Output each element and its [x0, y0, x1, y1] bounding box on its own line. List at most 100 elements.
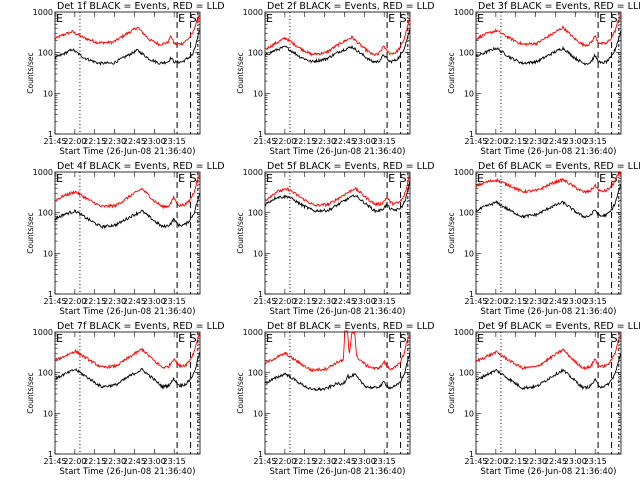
marker-E-left: E: [56, 332, 63, 345]
x-tick-label: 23:00: [143, 297, 166, 306]
x-tick-label: 23:00: [564, 297, 587, 306]
x-tick-label: 22:00: [484, 457, 507, 466]
y-tick-label: 1000: [243, 328, 263, 337]
y-axis-label: Counts/sec: [447, 372, 456, 413]
lld-series-line: [54, 332, 201, 370]
chart-panel-1: Det 1f BLACK = Events, RED = LLD 1 10 100 10…: [26, 1, 225, 157]
x-tick-label: 22:30: [103, 137, 126, 146]
y-tick-label: 100: [248, 369, 263, 378]
x-tick-label: 21:45: [464, 137, 487, 146]
lld-series-line: [264, 329, 411, 373]
chart-title: Det 2f BLACK = Events, RED = LLD: [267, 1, 435, 12]
marker-E-left: E: [266, 172, 273, 185]
x-tick-label: 22:45: [123, 297, 146, 306]
chart-panel-5: Det 5f BLACK = Events, RED = LLD 1 10 100 10…: [236, 161, 435, 317]
lld-series-line: [264, 16, 411, 58]
marker-S: S: [611, 332, 618, 345]
x-axis-label: Start Time (26-Jun-08 21:36:40): [481, 307, 617, 317]
x-tick-label: 22:30: [313, 137, 336, 146]
y-tick-label: 10: [43, 249, 53, 258]
y-tick-label: 100: [459, 209, 474, 218]
x-tick-label: 23:00: [143, 457, 166, 466]
x-axis-label: Start Time (26-Jun-08 21:36:40): [60, 147, 196, 157]
x-tick-label: 22:45: [123, 457, 146, 466]
y-tick-label: 100: [38, 209, 53, 218]
marker-E-left: E: [266, 332, 273, 345]
x-tick-label: 23:15: [163, 137, 186, 146]
plot-frame: [264, 11, 411, 135]
marker-E: E: [599, 172, 606, 185]
chart-title: Det 8f BLACK = Events, RED = LLD: [267, 321, 435, 332]
x-tick-label: 22:30: [103, 297, 126, 306]
x-tick-label: 23:15: [163, 457, 186, 466]
y-tick-label: 1000: [454, 8, 474, 17]
chart-panel-4: Det 4f BLACK = Events, RED = LLD 1 10 100 10…: [26, 161, 225, 317]
marker-S: S: [400, 12, 407, 25]
x-tick-label: 23:00: [353, 457, 376, 466]
x-tick-label: 22:00: [273, 137, 296, 146]
x-tick-label: 22:45: [333, 457, 356, 466]
x-tick-label: 22:00: [273, 297, 296, 306]
events-series-line: [54, 193, 201, 230]
x-tick-label: 23:15: [373, 137, 396, 146]
x-axis-label: Start Time (26-Jun-08 21:36:40): [270, 307, 406, 317]
x-tick-label: 22:00: [63, 457, 86, 466]
x-axis-label: Start Time (26-Jun-08 21:36:40): [270, 467, 406, 477]
y-tick-label: 1000: [243, 8, 263, 17]
y-tick-label: 10: [253, 89, 263, 98]
y-tick-label: 10: [253, 409, 263, 418]
y-tick-label: 1: [258, 450, 263, 459]
plot-frame: [54, 331, 201, 455]
marker-E-left: E: [56, 172, 63, 185]
chart-panel-6: Det 6f BLACK = Events, RED = LLD 1 10 100 10…: [447, 161, 640, 317]
y-tick-label: 1000: [33, 168, 53, 177]
x-axis-label: Start Time (26-Jun-08 21:36:40): [60, 467, 196, 477]
marker-E: E: [178, 332, 185, 345]
y-axis-label: Counts/sec: [26, 372, 35, 413]
marker-S: S: [190, 172, 197, 185]
y-tick-label: 100: [38, 369, 53, 378]
chart-panel-3: Det 3f BLACK = Events, RED = LLD 1 10 100 10…: [447, 1, 640, 157]
x-tick-label: 21:45: [43, 297, 66, 306]
x-tick-label: 22:30: [313, 297, 336, 306]
marker-S: S: [400, 332, 407, 345]
x-tick-label: 22:15: [83, 457, 106, 466]
y-tick-label: 100: [248, 49, 263, 58]
plot-frame: [264, 171, 411, 295]
plot-frame: [264, 331, 411, 455]
y-axis-label: Counts/sec: [447, 212, 456, 253]
marker-E-left: E: [266, 12, 273, 25]
marker-S: S: [400, 172, 407, 185]
plot-frame: [54, 11, 201, 135]
y-tick-label: 10: [464, 409, 474, 418]
events-series-line: [264, 28, 411, 65]
x-tick-label: 22:30: [524, 137, 547, 146]
x-tick-label: 22:00: [484, 297, 507, 306]
lld-series-line: [475, 333, 622, 371]
marker-E-left: E: [477, 172, 484, 185]
chart-title: Det 4f BLACK = Events, RED = LLD: [57, 161, 225, 172]
x-tick-label: 22:00: [484, 137, 507, 146]
x-tick-label: 22:15: [83, 297, 106, 306]
marker-S: S: [611, 12, 618, 25]
plot-frame: [54, 171, 201, 295]
lld-series-line: [54, 14, 201, 47]
y-tick-label: 1: [48, 130, 53, 139]
y-axis-label: Counts/sec: [447, 52, 456, 93]
events-series-line: [264, 180, 411, 214]
y-tick-label: 1: [48, 450, 53, 459]
x-tick-label: 21:45: [253, 137, 276, 146]
y-tick-label: 10: [464, 89, 474, 98]
y-tick-label: 1: [48, 290, 53, 299]
x-tick-label: 23:00: [353, 297, 376, 306]
y-tick-label: 100: [38, 49, 53, 58]
y-tick-label: 10: [464, 249, 474, 258]
chart-title: Det 9f BLACK = Events, RED = LLD: [478, 321, 640, 332]
y-tick-label: 100: [459, 369, 474, 378]
chart-panel-8: Det 8f BLACK = Events, RED = LLD 1 10 100 10…: [236, 321, 435, 477]
x-tick-label: 22:45: [544, 297, 567, 306]
x-tick-label: 21:45: [464, 297, 487, 306]
chart-panel-7: Det 7f BLACK = Events, RED = LLD 1 10 100 10…: [26, 321, 225, 477]
x-tick-label: 22:45: [123, 137, 146, 146]
y-axis-label: Counts/sec: [26, 212, 35, 253]
